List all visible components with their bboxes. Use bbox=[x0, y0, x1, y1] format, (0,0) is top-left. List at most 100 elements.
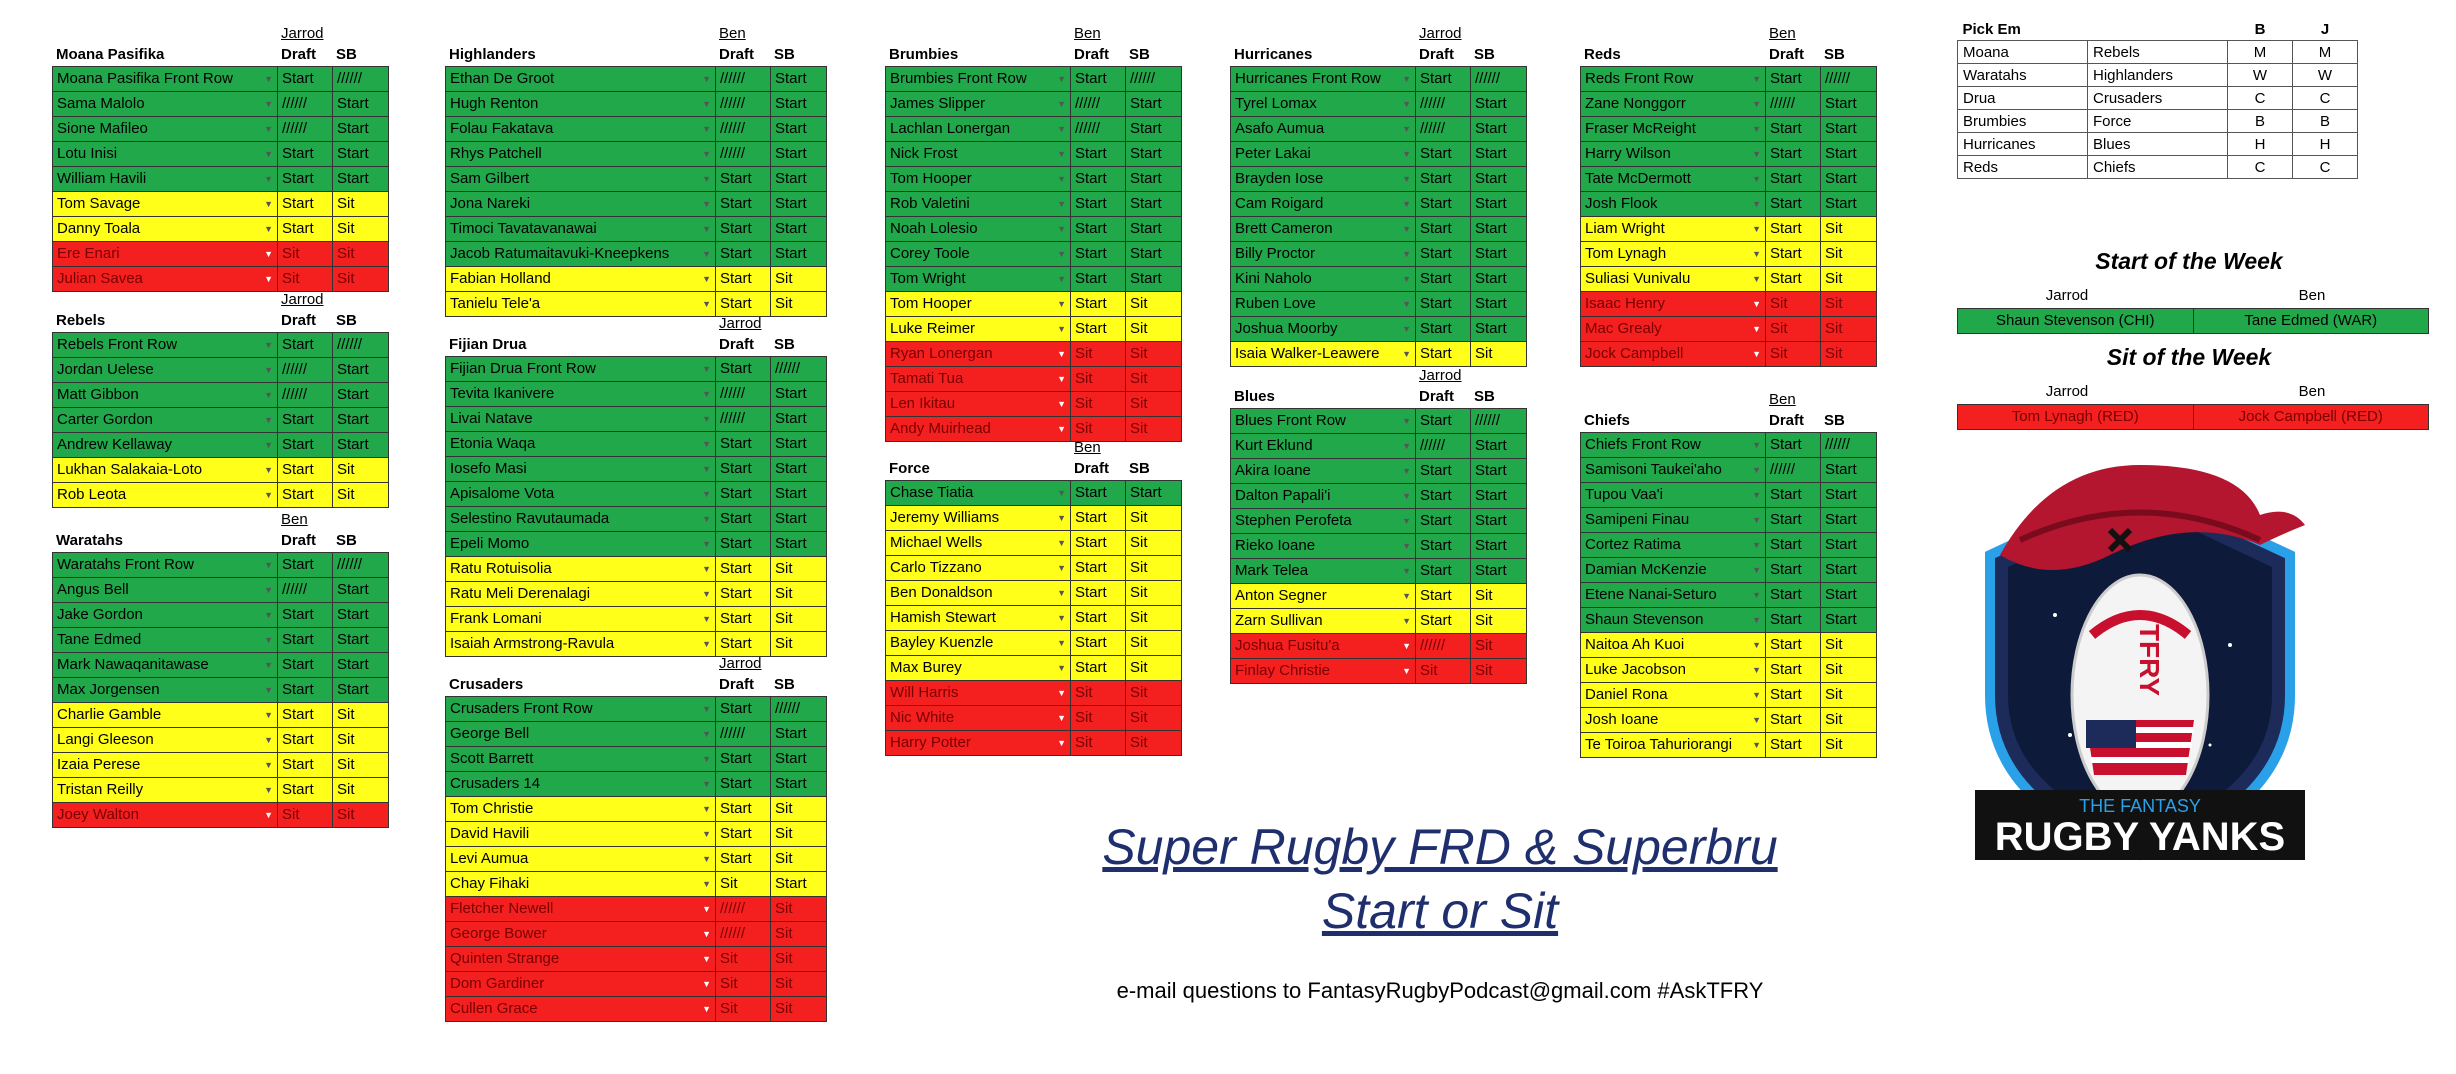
dropdown-arrow-icon[interactable]: ▼ bbox=[702, 149, 711, 159]
player-select[interactable]: Moana Pasifika Front Row ▼ bbox=[53, 67, 278, 91]
dropdown-arrow-icon[interactable]: ▼ bbox=[1752, 615, 1761, 625]
dropdown-arrow-icon[interactable]: ▼ bbox=[1402, 416, 1411, 426]
dropdown-arrow-icon[interactable]: ▼ bbox=[702, 514, 711, 524]
dropdown-arrow-icon[interactable]: ▼ bbox=[264, 560, 273, 570]
player-select[interactable]: William Havili ▼ bbox=[53, 167, 278, 191]
dropdown-arrow-icon[interactable]: ▼ bbox=[1057, 174, 1066, 184]
player-select[interactable]: Jordan Uelese ▼ bbox=[53, 358, 278, 382]
player-select[interactable]: Isaac Henry ▼ bbox=[1581, 292, 1766, 316]
player-select[interactable]: Cam Roigard ▼ bbox=[1231, 192, 1416, 216]
dropdown-arrow-icon[interactable]: ▼ bbox=[1057, 513, 1066, 523]
dropdown-arrow-icon[interactable]: ▼ bbox=[1752, 299, 1761, 309]
player-select[interactable]: Tom Wright ▼ bbox=[886, 267, 1071, 291]
dropdown-arrow-icon[interactable]: ▼ bbox=[1402, 666, 1411, 676]
player-select[interactable]: Max Jorgensen ▼ bbox=[53, 678, 278, 702]
player-select[interactable]: Carlo Tizzano ▼ bbox=[886, 556, 1071, 580]
player-select[interactable]: Fijian Drua Front Row ▼ bbox=[446, 357, 716, 381]
dropdown-arrow-icon[interactable]: ▼ bbox=[1402, 491, 1411, 501]
player-select[interactable]: Will Harris ▼ bbox=[886, 681, 1071, 705]
dropdown-arrow-icon[interactable]: ▼ bbox=[264, 99, 273, 109]
player-select[interactable]: Jake Gordon ▼ bbox=[53, 603, 278, 627]
dropdown-arrow-icon[interactable]: ▼ bbox=[1057, 563, 1066, 573]
player-select[interactable]: Tom Savage ▼ bbox=[53, 192, 278, 216]
dropdown-arrow-icon[interactable]: ▼ bbox=[702, 489, 711, 499]
dropdown-arrow-icon[interactable]: ▼ bbox=[1752, 199, 1761, 209]
player-select[interactable]: Rob Valetini ▼ bbox=[886, 192, 1071, 216]
dropdown-arrow-icon[interactable]: ▼ bbox=[1752, 490, 1761, 500]
dropdown-arrow-icon[interactable]: ▼ bbox=[264, 735, 273, 745]
player-select[interactable]: Joshua Moorby ▼ bbox=[1231, 317, 1416, 341]
player-select[interactable]: Max Burey ▼ bbox=[886, 656, 1071, 680]
player-select[interactable]: Tom Hooper ▼ bbox=[886, 167, 1071, 191]
player-select[interactable]: Matt Gibbon ▼ bbox=[53, 383, 278, 407]
dropdown-arrow-icon[interactable]: ▼ bbox=[264, 610, 273, 620]
player-select[interactable]: David Havili ▼ bbox=[446, 822, 716, 846]
player-select[interactable]: Billy Proctor ▼ bbox=[1231, 242, 1416, 266]
dropdown-arrow-icon[interactable]: ▼ bbox=[1057, 324, 1066, 334]
player-select[interactable]: Brett Cameron ▼ bbox=[1231, 217, 1416, 241]
dropdown-arrow-icon[interactable]: ▼ bbox=[702, 274, 711, 284]
dropdown-arrow-icon[interactable]: ▼ bbox=[702, 539, 711, 549]
player-select[interactable]: Josh Ioane ▼ bbox=[1581, 708, 1766, 732]
player-select[interactable]: Andy Muirhead ▼ bbox=[886, 417, 1071, 441]
dropdown-arrow-icon[interactable]: ▼ bbox=[1752, 590, 1761, 600]
player-select[interactable]: Hugh Renton ▼ bbox=[446, 92, 716, 116]
player-select[interactable]: Langi Gleeson ▼ bbox=[53, 728, 278, 752]
player-select[interactable]: Michael Wells ▼ bbox=[886, 531, 1071, 555]
player-select[interactable]: Chay Fihaki ▼ bbox=[446, 872, 716, 896]
dropdown-arrow-icon[interactable]: ▼ bbox=[702, 639, 711, 649]
dropdown-arrow-icon[interactable]: ▼ bbox=[264, 810, 273, 820]
player-select[interactable]: Fabian Holland ▼ bbox=[446, 267, 716, 291]
dropdown-arrow-icon[interactable]: ▼ bbox=[264, 365, 273, 375]
dropdown-arrow-icon[interactable]: ▼ bbox=[1402, 441, 1411, 451]
dropdown-arrow-icon[interactable]: ▼ bbox=[1402, 249, 1411, 259]
player-select[interactable]: Mark Nawaqanitawase ▼ bbox=[53, 653, 278, 677]
player-select[interactable]: Samipeni Finau ▼ bbox=[1581, 508, 1766, 532]
dropdown-arrow-icon[interactable]: ▼ bbox=[702, 1004, 711, 1014]
player-select[interactable]: Selestino Ravutaumada ▼ bbox=[446, 507, 716, 531]
player-select[interactable]: Fraser McReight ▼ bbox=[1581, 117, 1766, 141]
dropdown-arrow-icon[interactable]: ▼ bbox=[1057, 399, 1066, 409]
player-select[interactable]: Sama Malolo ▼ bbox=[53, 92, 278, 116]
dropdown-arrow-icon[interactable]: ▼ bbox=[1402, 124, 1411, 134]
dropdown-arrow-icon[interactable]: ▼ bbox=[264, 74, 273, 84]
player-select[interactable]: Etonia Waqa ▼ bbox=[446, 432, 716, 456]
dropdown-arrow-icon[interactable]: ▼ bbox=[702, 929, 711, 939]
dropdown-arrow-icon[interactable]: ▼ bbox=[1057, 149, 1066, 159]
dropdown-arrow-icon[interactable]: ▼ bbox=[264, 174, 273, 184]
dropdown-arrow-icon[interactable]: ▼ bbox=[1402, 274, 1411, 284]
dropdown-arrow-icon[interactable]: ▼ bbox=[264, 465, 273, 475]
dropdown-arrow-icon[interactable]: ▼ bbox=[1402, 99, 1411, 109]
player-select[interactable]: Jock Campbell ▼ bbox=[1581, 342, 1766, 366]
dropdown-arrow-icon[interactable]: ▼ bbox=[264, 685, 273, 695]
player-select[interactable]: Tristan Reilly ▼ bbox=[53, 778, 278, 802]
player-select[interactable]: Frank Lomani ▼ bbox=[446, 607, 716, 631]
dropdown-arrow-icon[interactable]: ▼ bbox=[1057, 124, 1066, 134]
dropdown-arrow-icon[interactable]: ▼ bbox=[264, 585, 273, 595]
dropdown-arrow-icon[interactable]: ▼ bbox=[1057, 374, 1066, 384]
dropdown-arrow-icon[interactable]: ▼ bbox=[264, 124, 273, 134]
dropdown-arrow-icon[interactable]: ▼ bbox=[264, 785, 273, 795]
player-select[interactable]: Etene Nanai-Seturo ▼ bbox=[1581, 583, 1766, 607]
dropdown-arrow-icon[interactable]: ▼ bbox=[702, 364, 711, 374]
dropdown-arrow-icon[interactable]: ▼ bbox=[1057, 299, 1066, 309]
dropdown-arrow-icon[interactable]: ▼ bbox=[702, 74, 711, 84]
player-select[interactable]: Naitoa Ah Kuoi ▼ bbox=[1581, 633, 1766, 657]
player-select[interactable]: Andrew Kellaway ▼ bbox=[53, 433, 278, 457]
dropdown-arrow-icon[interactable]: ▼ bbox=[1752, 174, 1761, 184]
player-select[interactable]: Hurricanes Front Row ▼ bbox=[1231, 67, 1416, 91]
player-select[interactable]: Rebels Front Row ▼ bbox=[53, 333, 278, 357]
player-select[interactable]: George Bell ▼ bbox=[446, 722, 716, 746]
dropdown-arrow-icon[interactable]: ▼ bbox=[1752, 349, 1761, 359]
player-select[interactable]: Jeremy Williams ▼ bbox=[886, 506, 1071, 530]
player-select[interactable]: Jona Nareki ▼ bbox=[446, 192, 716, 216]
player-select[interactable]: Harry Potter ▼ bbox=[886, 731, 1071, 755]
player-select[interactable]: Izaia Perese ▼ bbox=[53, 753, 278, 777]
player-select[interactable]: Bayley Kuenzle ▼ bbox=[886, 631, 1071, 655]
player-select[interactable]: Anton Segner ▼ bbox=[1231, 584, 1416, 608]
dropdown-arrow-icon[interactable]: ▼ bbox=[1752, 540, 1761, 550]
dropdown-arrow-icon[interactable]: ▼ bbox=[702, 249, 711, 259]
player-select[interactable]: Ere Enari ▼ bbox=[53, 242, 278, 266]
player-select[interactable]: Chase Tiatia ▼ bbox=[886, 481, 1071, 505]
dropdown-arrow-icon[interactable]: ▼ bbox=[1057, 424, 1066, 434]
